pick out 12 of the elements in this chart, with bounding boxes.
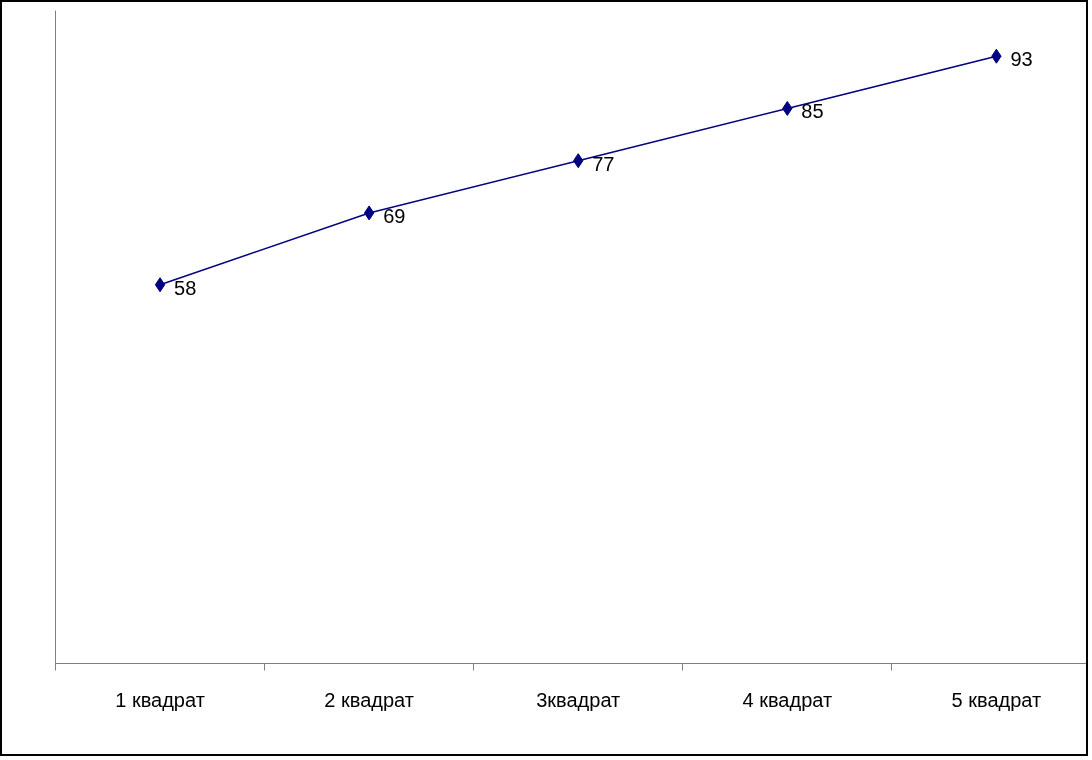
x-tick-label: 3квадрат [536, 688, 621, 711]
point [154, 277, 166, 293]
x-tick-label: 5 квадрат [951, 688, 1042, 711]
data-label: 93 [1010, 48, 1033, 71]
point [363, 205, 375, 221]
data-label: 85 [801, 100, 824, 123]
x-tick-label: 4 квадрат [742, 688, 833, 711]
data-label: 58 [174, 276, 197, 299]
x-tick-label: 2 квадрат [324, 688, 414, 711]
x-tick-label: 1 квадрат [115, 688, 205, 711]
data-label: 69 [383, 204, 406, 227]
data-label: 77 [592, 152, 615, 175]
